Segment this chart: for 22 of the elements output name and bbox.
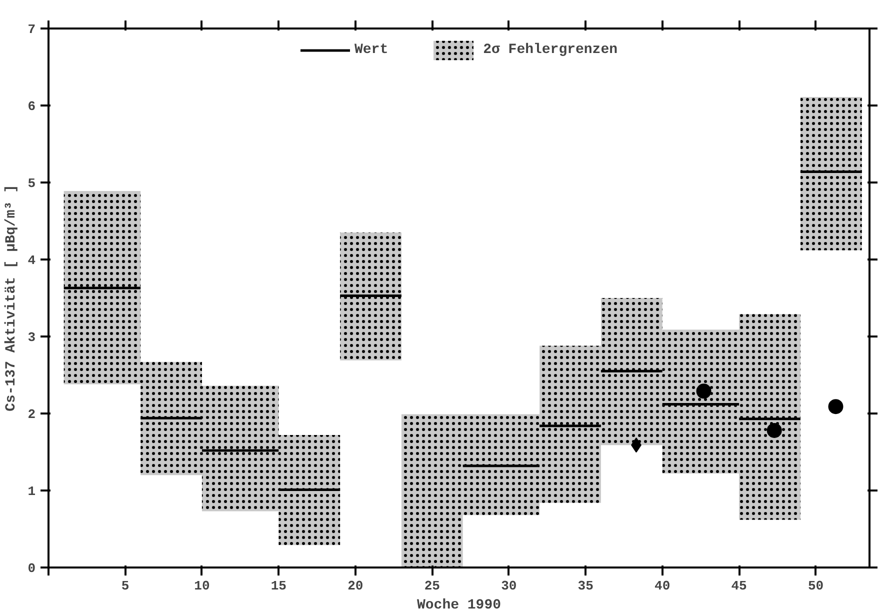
x-tick-label: 35 bbox=[578, 578, 594, 594]
x-tick-label: 45 bbox=[731, 578, 748, 594]
y-tick-label: 2 bbox=[28, 407, 36, 422]
y-tick-label: 5 bbox=[28, 176, 36, 191]
y-tick-label: 4 bbox=[28, 253, 36, 268]
x-tick-label: 30 bbox=[501, 578, 517, 594]
y-tick-label: 6 bbox=[28, 99, 36, 114]
y-tick-label: 0 bbox=[28, 561, 36, 576]
legend-label: Wert bbox=[354, 42, 388, 58]
x-axis-title: Woche 1990 bbox=[416, 598, 502, 614]
y-axis-title: Cs-137 Aktivität [ µBq/m³ ] bbox=[4, 184, 20, 412]
x-tick-label: 10 bbox=[194, 578, 210, 594]
x-tick-label: 15 bbox=[270, 578, 287, 594]
x-tick-label: 25 bbox=[424, 578, 440, 594]
y-tick-label: 3 bbox=[28, 330, 36, 345]
y-tick-label: 7 bbox=[28, 22, 36, 37]
x-tick-label: 5 bbox=[121, 578, 130, 594]
y-tick-label: 1 bbox=[28, 484, 36, 499]
legend-label: 2σ Fehlergrenzen bbox=[483, 42, 618, 58]
x-tick-label: 50 bbox=[808, 578, 824, 594]
x-tick-label: 20 bbox=[348, 578, 364, 594]
x-tick-label: 40 bbox=[654, 578, 670, 594]
